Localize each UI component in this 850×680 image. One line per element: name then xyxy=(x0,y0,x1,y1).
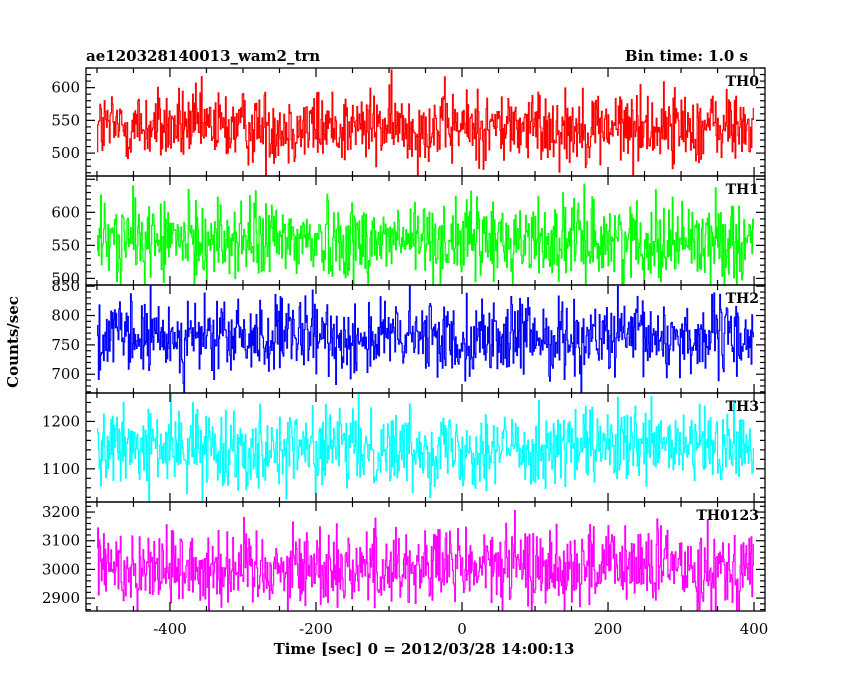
y-tick-label: 1100 xyxy=(42,460,80,478)
x-tick-label: -400 xyxy=(153,620,187,638)
panel-th2: 700 750 800 850 TH2 xyxy=(51,277,766,394)
series-line-th0 xyxy=(96,69,755,176)
panel-th0123: 2900 3000 3100 3200 TH0123 xyxy=(42,501,766,612)
y-tick-label: 550 xyxy=(51,236,80,254)
panel-th1: 500 550 600 TH1 xyxy=(51,175,766,287)
series-line-th0123 xyxy=(96,510,755,611)
y-tick-label: 850 xyxy=(51,277,80,295)
chart-title: ae120328140013_wam2_trn xyxy=(86,47,320,65)
y-tick-label: 1200 xyxy=(42,412,80,430)
x-axis-label: Time [sec] 0 = 2012/03/28 14:00:13 xyxy=(274,640,575,658)
y-tick-label: 550 xyxy=(51,111,80,129)
x-tick-label: 400 xyxy=(740,620,769,638)
bin-time-label: Bin time: 1.0 s xyxy=(625,47,748,65)
y-tick-label: 750 xyxy=(51,336,80,354)
y-tick-label: 600 xyxy=(51,203,80,221)
series-line-th1 xyxy=(96,183,755,285)
panel-label: TH2 xyxy=(726,291,759,307)
y-tick-label: 3100 xyxy=(42,532,80,550)
panel-th0: 500 550 600 TH0 xyxy=(51,67,766,177)
y-tick-label: 500 xyxy=(51,269,80,287)
y-tick-label: 2900 xyxy=(42,589,80,607)
panel-label: TH0 xyxy=(726,74,760,90)
y-tick-label: 700 xyxy=(51,365,80,383)
series-line-th3 xyxy=(96,393,755,502)
series-line-th2 xyxy=(96,285,755,393)
panel-th3: 1100 1200 TH3 xyxy=(42,392,766,503)
y-tick-label: 500 xyxy=(51,144,80,162)
x-tick-label: -200 xyxy=(299,620,333,638)
panels: 500 550 600 TH0 500 550 600 TH1 700 750 800 850 TH2 1… xyxy=(42,67,769,638)
y-axis-label: Counts/sec xyxy=(4,296,22,388)
y-tick-label: 800 xyxy=(51,307,80,325)
y-tick-label: 3200 xyxy=(42,503,80,521)
y-tick-label: 3000 xyxy=(42,560,80,578)
x-tick-label: 200 xyxy=(594,620,623,638)
panel-label: TH1 xyxy=(726,182,759,198)
panel-label: TH3 xyxy=(726,399,759,415)
x-tick-label: 0 xyxy=(457,620,467,638)
panel-label: TH0123 xyxy=(696,508,759,524)
y-tick-label: 600 xyxy=(51,79,80,97)
